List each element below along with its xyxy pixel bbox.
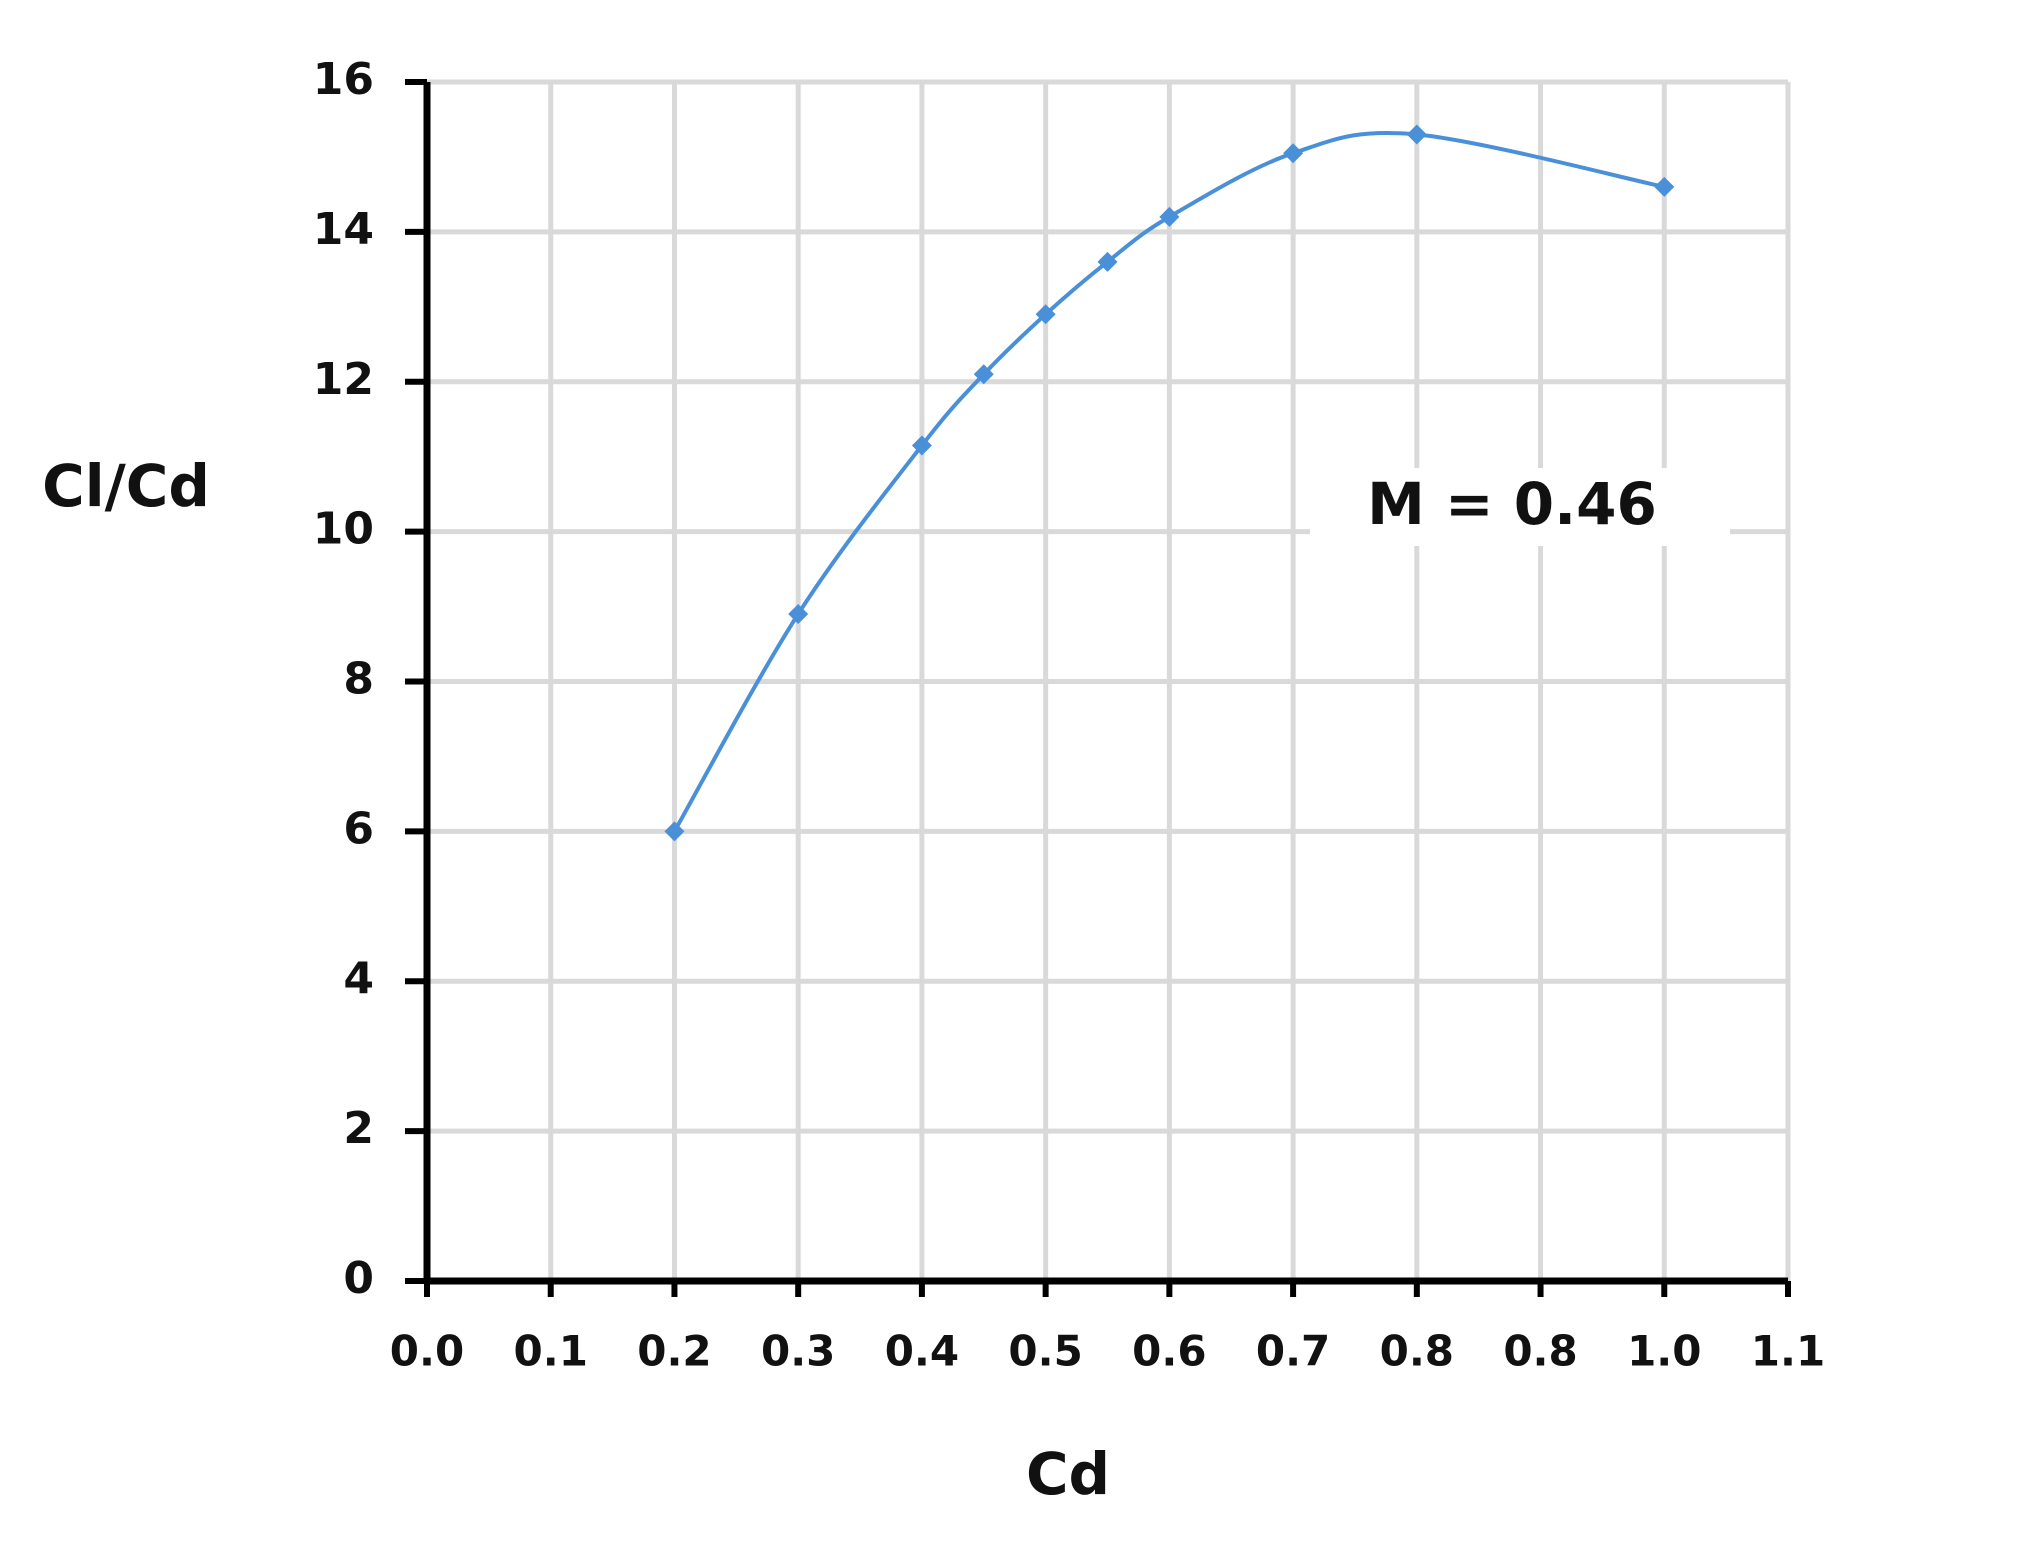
y-tick-label: 14 — [313, 204, 374, 255]
grid — [424, 79, 1791, 1284]
data-point — [788, 604, 809, 625]
y-tick-label: 12 — [313, 354, 374, 405]
x-tick-label: 0.0 — [390, 1327, 464, 1376]
y-tick-label: 16 — [313, 54, 374, 105]
y-axis-label: Cl/Cd — [42, 452, 210, 520]
data-point — [973, 364, 994, 385]
data-point — [1159, 206, 1180, 227]
x-axis-label: Cd — [1026, 1440, 1110, 1508]
x-tick-label: 1.1 — [1751, 1327, 1825, 1376]
annotation: M = 0.46 — [1367, 470, 1657, 538]
y-tick-label: 4 — [343, 953, 374, 1004]
y-tick-label: 8 — [343, 654, 374, 705]
x-tick-label: 0.8 — [1503, 1327, 1577, 1376]
x-tick-label: 0.5 — [1008, 1327, 1082, 1376]
data-point — [1097, 251, 1118, 272]
x-tick-label: 0.8 — [1380, 1327, 1454, 1376]
data-point — [1654, 176, 1675, 197]
x-tick-label: 1.0 — [1627, 1327, 1701, 1376]
y-tick-label: 10 — [313, 504, 374, 555]
x-tick-label: 0.1 — [514, 1327, 588, 1376]
x-tick-label: 0.2 — [637, 1327, 711, 1376]
x-tick-label: 0.7 — [1256, 1327, 1330, 1376]
y-tick-label: 6 — [343, 803, 374, 854]
data-point — [911, 435, 932, 456]
x-tick-label: 0.6 — [1132, 1327, 1206, 1376]
data-point — [1283, 143, 1304, 164]
data-point — [664, 821, 685, 842]
data-point — [1035, 304, 1056, 325]
annotation-background — [1310, 468, 1730, 546]
x-tick-label: 0.4 — [885, 1327, 959, 1376]
x-tick-label: 0.3 — [761, 1327, 835, 1376]
y-tick-label: 0 — [343, 1253, 374, 1304]
y-tick-label: 2 — [343, 1103, 374, 1154]
data-point — [1406, 124, 1427, 145]
series-line — [672, 130, 1665, 833]
